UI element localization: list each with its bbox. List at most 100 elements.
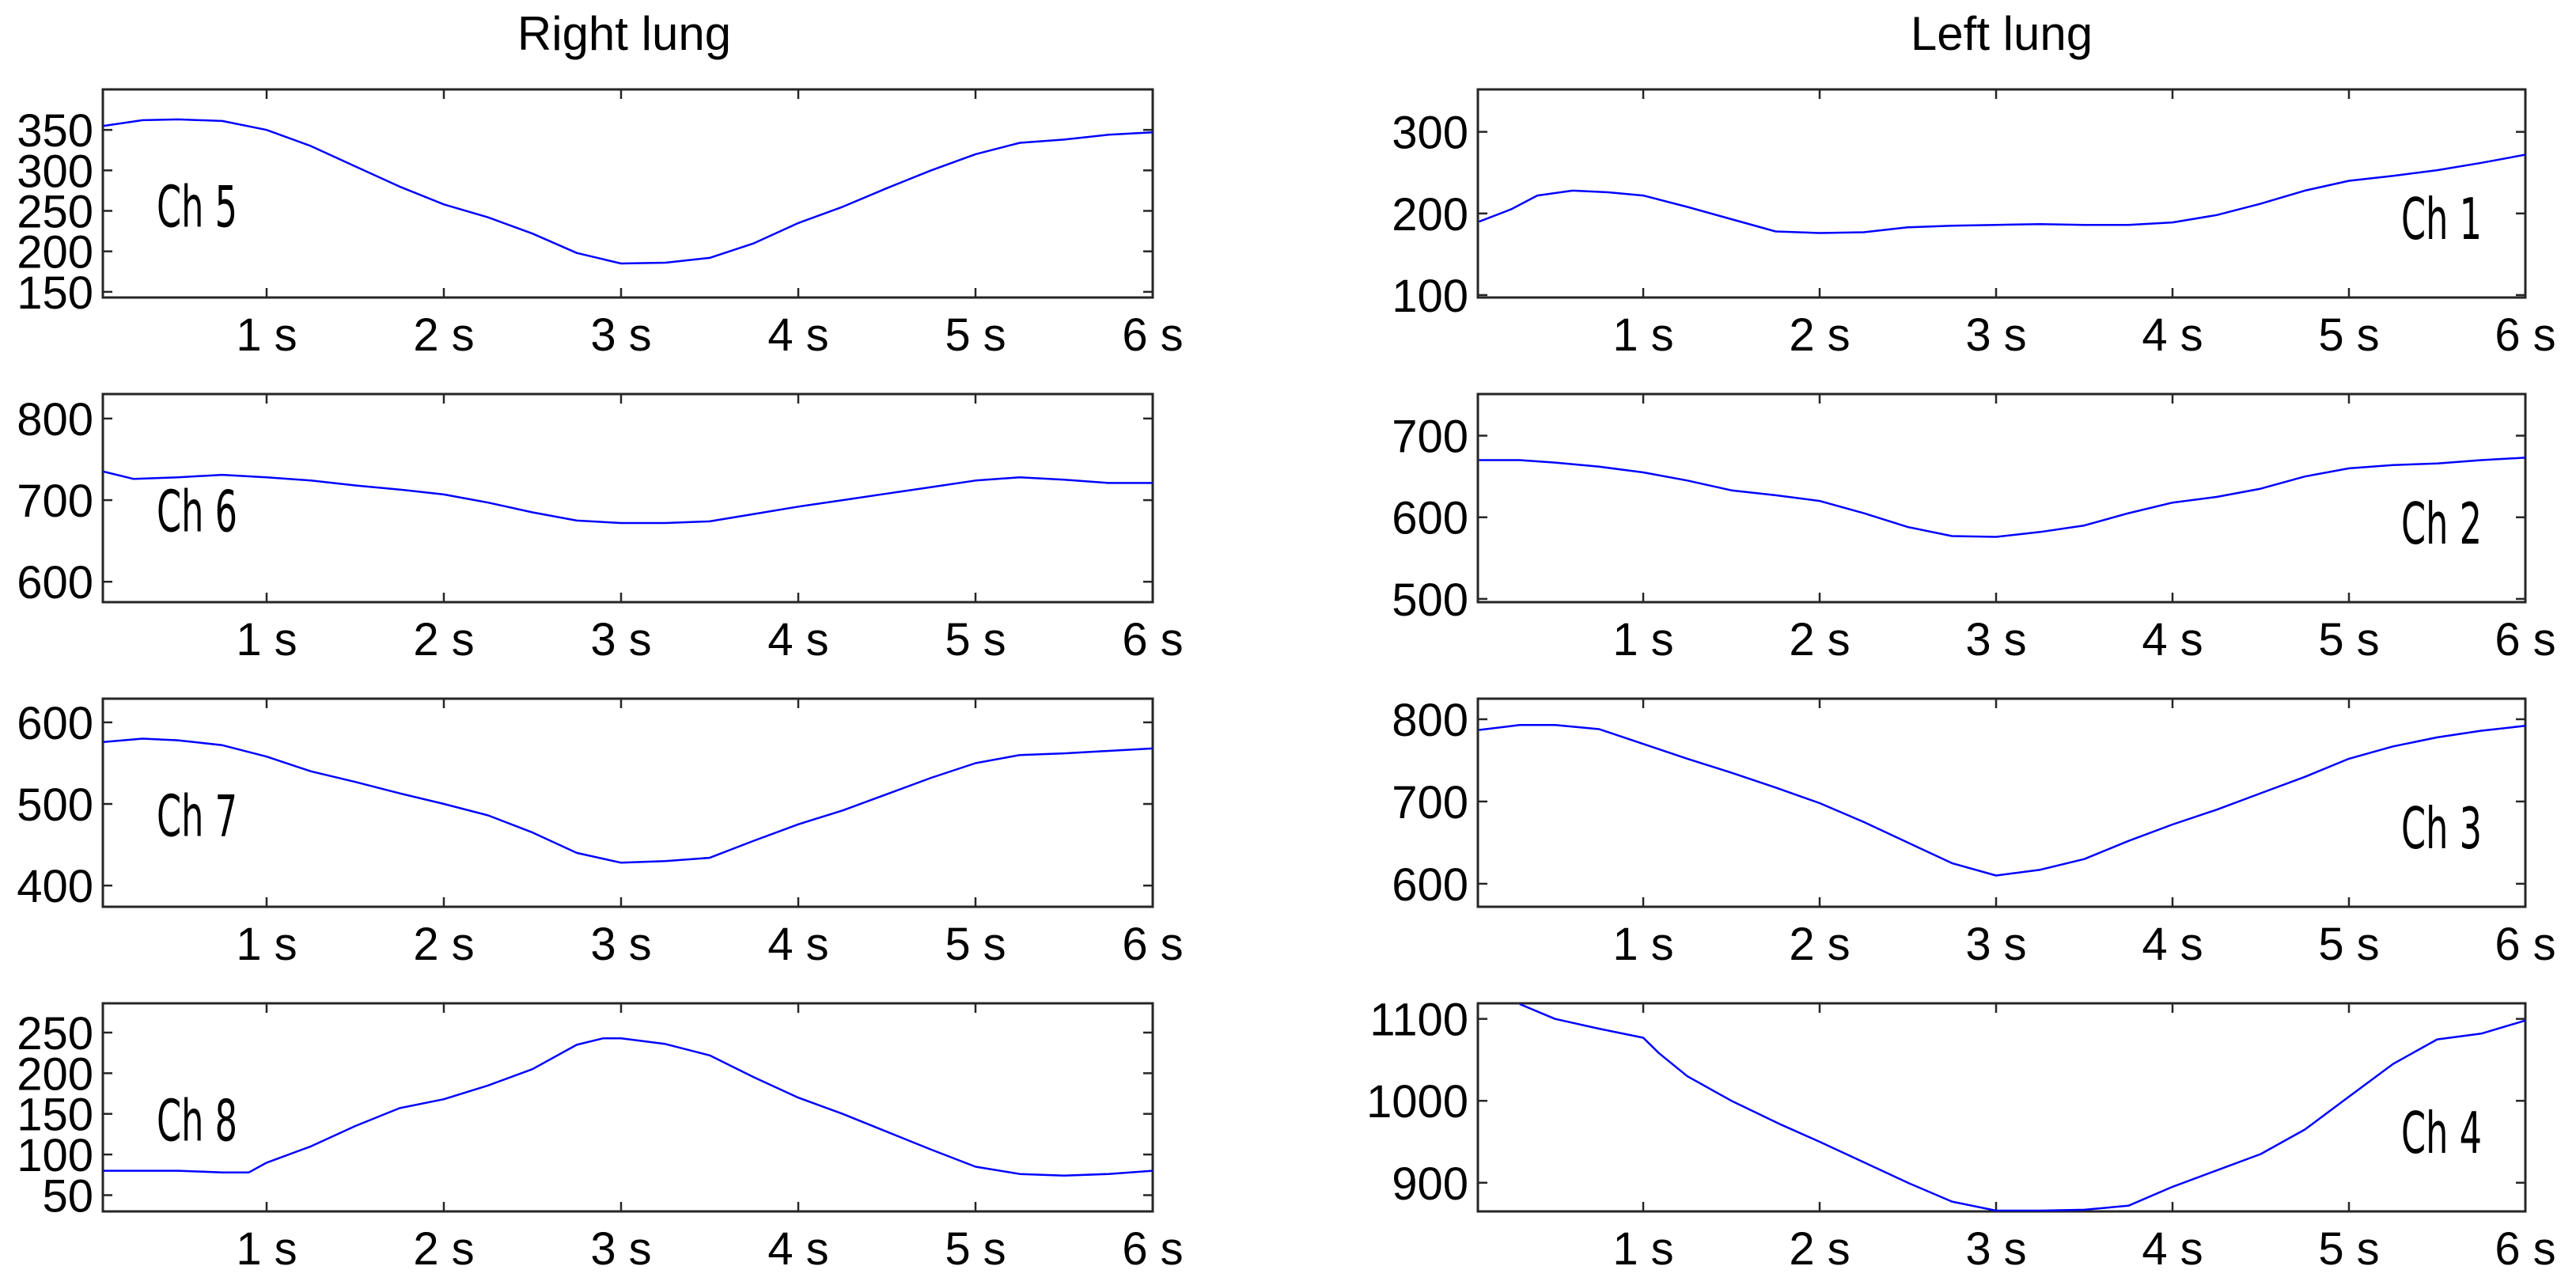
channel-plot-ch7: 1 s 2 s 3 s 4 s 5 s 6 s 400 500 600 Ch 7	[17, 697, 1184, 970]
signal-line	[1479, 154, 2525, 234]
y-tick-label: 300	[17, 146, 93, 197]
x-tick-label: 2 s	[1789, 919, 1850, 970]
right-lung-title: Right lung	[517, 7, 732, 60]
x-tick-label: 3 s	[590, 919, 651, 970]
channel-label: Ch 6	[157, 479, 237, 545]
y-tick-label: 100	[17, 1130, 93, 1181]
x-tick-label: 2 s	[413, 919, 474, 970]
x-tick-label: 1 s	[1612, 919, 1673, 970]
x-tick-label: 6 s	[1122, 919, 1183, 970]
x-tick-label: 6 s	[1122, 614, 1183, 665]
x-tick-label: 2 s	[1789, 309, 1850, 361]
x-tick-label: 2 s	[413, 1223, 474, 1275]
y-tick-label: 300	[1392, 108, 1468, 159]
y-tick-label: 700	[1392, 411, 1468, 463]
y-tick-label: 600	[1392, 859, 1468, 911]
x-tick-label: 2 s	[413, 614, 474, 665]
y-tick-label: 800	[17, 394, 93, 445]
x-tick-label: 6 s	[1122, 309, 1183, 361]
axes-box	[101, 697, 1154, 908]
channel-plot-ch6: 1 s 2 s 3 s 4 s 5 s 6 s 600 700 800 Ch 6	[17, 392, 1184, 665]
y-tick-label: 600	[1392, 493, 1468, 544]
channel-label: Ch 5	[157, 174, 237, 241]
channel-label: Ch 3	[2401, 796, 2482, 862]
y-tick-label: 900	[1392, 1158, 1468, 1210]
x-tick-label: 6 s	[1122, 1223, 1183, 1275]
x-tick-label: 1 s	[1612, 1223, 1673, 1275]
x-tick-label: 4 s	[2142, 919, 2203, 970]
y-tick-label: 700	[1392, 777, 1468, 828]
signal-line	[103, 1037, 1153, 1177]
axes-box	[101, 88, 1154, 299]
x-tick-label: 1 s	[236, 309, 297, 361]
y-tick-label: 600	[17, 698, 93, 749]
y-tick-label: 1100	[1369, 995, 1468, 1046]
y-tick-label: 150	[17, 1090, 93, 1141]
x-tick-label: 4 s	[2142, 1223, 2203, 1275]
x-tick-label: 3 s	[590, 309, 651, 361]
x-tick-label: 4 s	[2142, 614, 2203, 665]
x-tick-label: 1 s	[236, 919, 297, 970]
signal-line	[103, 737, 1153, 864]
signal-line	[1479, 457, 2525, 538]
y-tick-label: 800	[1392, 695, 1468, 746]
x-tick-label: 4 s	[767, 919, 828, 970]
x-tick-label: 4 s	[767, 614, 828, 665]
y-tick-label: 100	[1392, 271, 1468, 322]
channel-label: Ch 1	[2401, 187, 2482, 253]
channel-label: Ch 2	[2401, 491, 2482, 558]
left-lung-title: Left lung	[1910, 7, 2093, 60]
axes-box	[1476, 697, 2527, 908]
channel-plot-ch2: 1 s 2 s 3 s 4 s 5 s 6 s 500 600 700 Ch 2	[1392, 392, 2556, 665]
y-tick-label: 400	[17, 861, 93, 912]
x-tick-label: 1 s	[236, 614, 297, 665]
y-tick-label: 150	[17, 267, 93, 319]
y-tick-label: 500	[1392, 574, 1468, 626]
x-tick-label: 4 s	[767, 309, 828, 361]
y-tick-label: 200	[17, 1048, 93, 1100]
x-tick-label: 5 s	[945, 309, 1006, 361]
x-tick-label: 3 s	[1965, 309, 2026, 361]
y-tick-label: 50	[42, 1170, 93, 1222]
axes-box	[1476, 1002, 2527, 1213]
x-tick-label: 6 s	[2495, 1223, 2555, 1275]
x-tick-label: 5 s	[945, 1223, 1006, 1275]
x-tick-label: 2 s	[413, 309, 474, 361]
x-tick-label: 5 s	[945, 919, 1006, 970]
x-tick-label: 3 s	[1965, 614, 2026, 665]
y-tick-label: 500	[17, 779, 93, 831]
x-tick-label: 5 s	[2318, 1223, 2379, 1275]
y-tick-label: 600	[17, 557, 93, 608]
axes-box	[101, 1002, 1154, 1213]
y-tick-label: 250	[17, 1008, 93, 1059]
axes-box	[1476, 392, 2527, 604]
y-tick-label: 350	[17, 105, 93, 157]
x-tick-label: 5 s	[2318, 919, 2379, 970]
x-tick-label: 3 s	[1965, 1223, 2026, 1275]
x-tick-label: 6 s	[2495, 309, 2555, 361]
x-tick-label: 1 s	[1612, 309, 1673, 361]
axes-box	[1476, 88, 2527, 299]
x-tick-label: 2 s	[1789, 614, 1850, 665]
x-tick-label: 6 s	[2495, 614, 2555, 665]
x-tick-label: 4 s	[2142, 309, 2203, 361]
x-tick-label: 3 s	[590, 1223, 651, 1275]
x-tick-label: 1 s	[1612, 614, 1673, 665]
signal-line	[1479, 724, 2525, 877]
channel-plot-ch4: 1 s 2 s 3 s 4 s 5 s 6 s 900 1000 1100 Ch 4	[1366, 995, 2556, 1275]
y-tick-label: 1000	[1366, 1076, 1468, 1128]
axes-box	[101, 392, 1154, 604]
channel-label: Ch 4	[2401, 1101, 2482, 1167]
x-tick-label: 4 s	[767, 1223, 828, 1275]
x-tick-label: 5 s	[945, 614, 1006, 665]
x-tick-label: 3 s	[1965, 919, 2026, 970]
signal-line	[1519, 1003, 2525, 1211]
x-tick-label: 6 s	[2495, 919, 2555, 970]
x-tick-label: 5 s	[2318, 309, 2379, 361]
channel-label: Ch 7	[157, 783, 237, 850]
channel-plot-ch1: 1 s 2 s 3 s 4 s 5 s 6 s 100 200 300 Ch 1	[1392, 88, 2556, 361]
x-tick-label: 2 s	[1789, 1223, 1850, 1275]
